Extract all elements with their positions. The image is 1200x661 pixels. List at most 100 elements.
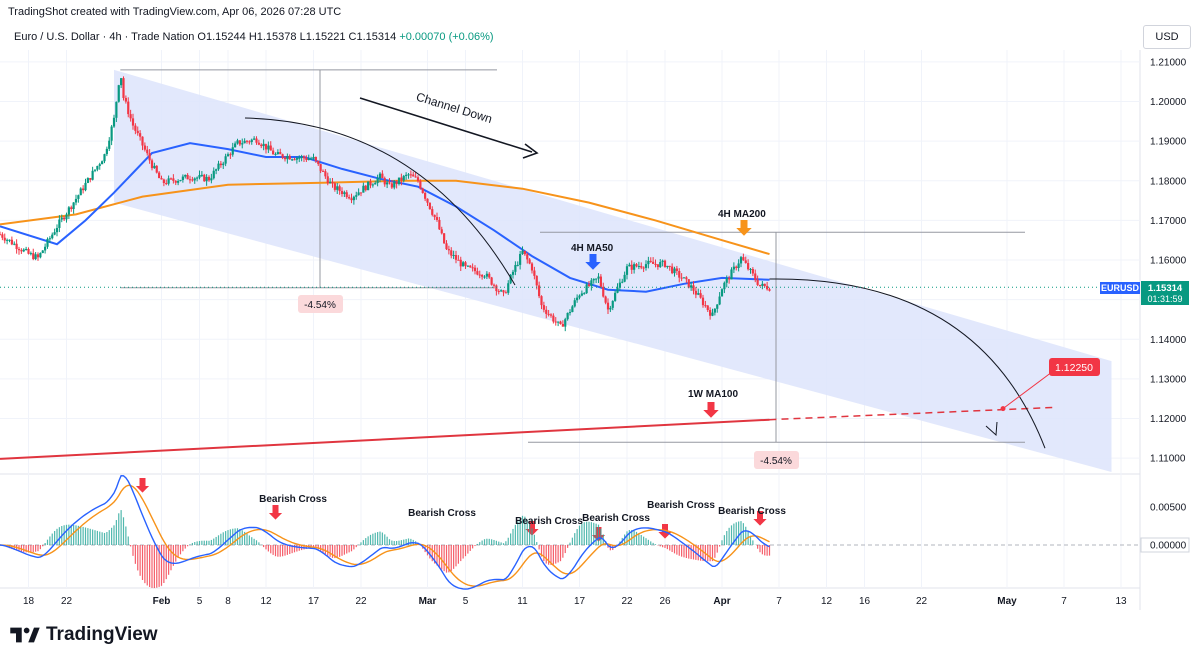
macd-histogram-bar — [747, 531, 749, 545]
macd-histogram-bar — [134, 545, 136, 564]
macd-histogram-bar — [82, 526, 84, 545]
candle-body — [243, 140, 246, 144]
macd-histogram-bar — [54, 530, 56, 545]
currency-button[interactable]: USD — [1143, 25, 1191, 49]
candle-body — [378, 173, 382, 179]
candle-body — [359, 192, 363, 194]
candle-body — [737, 263, 740, 269]
y-tick-label: 1.13000 — [1150, 374, 1187, 385]
macd-histogram-bar — [37, 545, 39, 552]
current-price-label: 1.15314 — [1148, 283, 1183, 294]
candle-body — [86, 178, 89, 183]
macd-histogram-bar — [322, 545, 324, 553]
macd-histogram-bar — [514, 524, 516, 545]
macd-histogram-bar — [213, 538, 215, 545]
macd-histogram-bar — [429, 545, 431, 559]
macd-histogram-bar — [486, 538, 488, 545]
macd-histogram-bar — [317, 545, 319, 550]
ohlc-high: H1.15378 — [248, 31, 297, 43]
candle-body — [412, 174, 415, 177]
macd-histogram-bar — [507, 537, 509, 545]
bearish-cross-arrow — [753, 511, 767, 526]
candle-body — [238, 140, 241, 145]
macd-histogram-bar — [631, 529, 633, 545]
bearish-cross-label-6: Bearish Cross — [718, 506, 786, 517]
macd-histogram-bar — [341, 545, 343, 556]
candle-body — [224, 156, 227, 164]
macd-histogram-bar — [583, 522, 585, 545]
macd-histogram-bar — [279, 545, 281, 557]
candle-body — [93, 169, 97, 171]
candle-body — [587, 284, 591, 286]
x-tick-label: 12 — [260, 596, 272, 607]
candle-body — [728, 278, 731, 280]
candle-body — [573, 300, 576, 307]
macd-line — [0, 474, 770, 590]
candle-body — [687, 279, 690, 288]
macd-histogram-bar — [768, 545, 771, 556]
macd-histogram-bar — [303, 545, 305, 550]
macd-histogram-bar — [32, 545, 34, 553]
macd-histogram-bar — [434, 545, 436, 564]
macd-histogram-bar — [403, 539, 405, 545]
candle-body — [10, 239, 13, 245]
candle-body — [758, 284, 762, 286]
candle-body — [549, 314, 553, 316]
macd-histogram-bar — [184, 545, 186, 549]
time-axis[interactable]: 18 22 Feb 5 8 12 17 22 Mar 5 11 17 22 26 Apr 7 12 16 22 May… — [23, 596, 1127, 607]
candle-body — [321, 170, 325, 172]
candle-body — [153, 165, 156, 169]
macd-histogram-bar — [115, 520, 117, 545]
candle-body — [637, 265, 640, 267]
candle-body — [614, 292, 617, 301]
macd-histogram-bar — [305, 545, 307, 549]
macd-histogram-bar — [122, 517, 125, 545]
candle-body — [345, 192, 348, 198]
macd-pane — [0, 474, 1140, 590]
macd-histogram-bar — [132, 545, 134, 556]
candle-body — [416, 177, 420, 181]
symbol-name[interactable]: Euro / U.S. Dollar · 4h · Trade Nation — [14, 31, 195, 43]
candle-body — [673, 268, 676, 274]
macd-histogram-bar — [298, 545, 300, 551]
macd-histogram-bar — [472, 545, 474, 549]
tradingview-logo[interactable]: TradingView — [10, 624, 158, 646]
macd-histogram-bar — [127, 536, 129, 545]
macd-histogram-bar — [574, 533, 576, 545]
macd-histogram-bar — [293, 545, 296, 553]
macd-histogram-bar — [690, 545, 692, 560]
candle-body — [514, 265, 517, 272]
macd-histogram-bar — [645, 538, 647, 545]
macd-histogram-bar — [410, 538, 412, 545]
macd-histogram-bar — [125, 526, 127, 545]
macd-histogram-bar — [426, 545, 429, 556]
macd-histogram-bar — [393, 541, 395, 545]
target-price-label: 1.12250 — [1055, 362, 1093, 374]
macd-histogram-bar — [274, 545, 277, 557]
candle-body — [98, 164, 101, 166]
macd-histogram-bar — [182, 545, 184, 552]
price-axis[interactable]: 1.21000 1.20000 1.19000 1.18000 1.17000 1.160… — [1140, 57, 1190, 553]
macd-histogram-bar — [678, 545, 680, 556]
candle-body — [272, 150, 275, 155]
candle-body — [298, 157, 301, 159]
macd-histogram-bar — [236, 528, 239, 545]
x-tick-label: 22 — [916, 596, 928, 607]
macd-histogram-bar — [179, 545, 182, 555]
macd-histogram-bar — [23, 545, 25, 553]
candle-body — [628, 264, 631, 267]
candle-body — [53, 232, 56, 235]
macd-histogram-bar — [320, 545, 322, 551]
candle-body — [186, 174, 189, 180]
candle-body — [566, 312, 569, 320]
candle-body — [599, 276, 602, 287]
candle-body — [150, 160, 154, 169]
macd-histogram-bar — [239, 528, 241, 545]
candle-body — [77, 195, 80, 199]
candle-body — [690, 285, 693, 288]
candle-body — [697, 293, 700, 295]
macd-histogram-bar — [600, 528, 602, 545]
candle-body — [293, 159, 296, 161]
candle-body — [397, 177, 401, 185]
